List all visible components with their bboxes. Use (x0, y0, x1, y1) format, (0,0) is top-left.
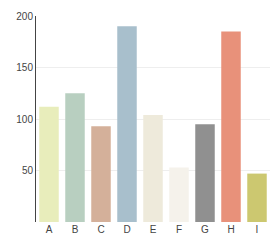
svg-text:H: H (227, 224, 234, 235)
svg-text:100: 100 (16, 114, 33, 125)
svg-text:50: 50 (22, 165, 34, 176)
svg-text:I: I (256, 224, 259, 235)
svg-text:E: E (150, 224, 157, 235)
svg-text:200: 200 (16, 11, 33, 22)
svg-text:C: C (97, 224, 104, 235)
svg-text:G: G (201, 224, 209, 235)
svg-text:B: B (72, 224, 79, 235)
svg-text:150: 150 (16, 62, 33, 73)
svg-text:F: F (176, 224, 182, 235)
svg-text:A: A (46, 224, 53, 235)
svg-text:D: D (123, 224, 130, 235)
